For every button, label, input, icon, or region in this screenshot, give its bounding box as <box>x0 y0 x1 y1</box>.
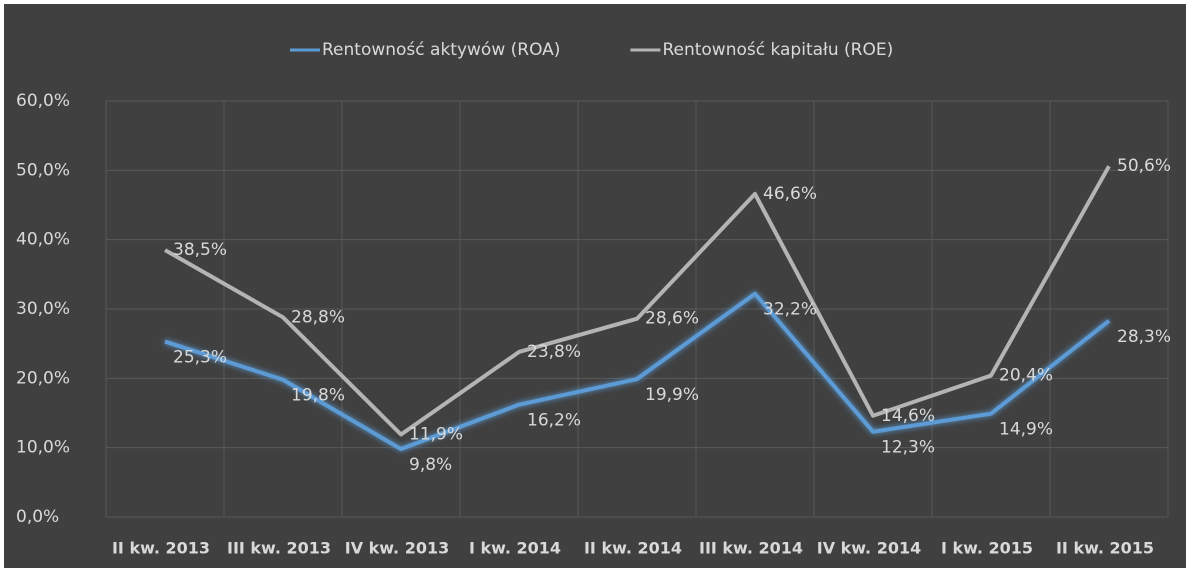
x-tick-label: I kw. 2015 <box>941 539 1033 558</box>
data-label: 20,4% <box>999 366 1053 386</box>
legend-label: Rentowność aktywów (ROA) <box>322 40 560 60</box>
y-tick-label: 60,0% <box>16 91 70 111</box>
x-tick-label: I kw. 2014 <box>469 539 561 558</box>
y-tick-label: 20,0% <box>16 368 70 388</box>
data-label: 38,5% <box>173 240 227 260</box>
data-label: 28,6% <box>645 309 699 329</box>
data-label: 19,9% <box>645 385 699 405</box>
data-label: 23,8% <box>527 342 581 362</box>
series-line <box>164 165 1111 437</box>
data-label: 19,8% <box>291 386 345 406</box>
data-label: 50,6% <box>1117 156 1171 176</box>
data-label: 9,8% <box>409 455 452 475</box>
data-label: 14,6% <box>881 406 935 426</box>
data-label: 16,2% <box>527 411 581 431</box>
y-tick-label: 0,0% <box>16 507 59 527</box>
x-tick-label: IV kw. 2014 <box>817 539 921 558</box>
data-label: 12,3% <box>881 438 935 458</box>
y-tick-label: 10,0% <box>16 438 70 458</box>
data-label: 14,9% <box>999 420 1053 440</box>
series-line <box>164 291 1111 452</box>
data-label: 25,3% <box>173 348 227 368</box>
y-tick-label: 30,0% <box>16 299 70 319</box>
chart-background <box>4 4 1186 568</box>
y-tick-label: 40,0% <box>16 230 70 250</box>
x-tick-label: II kw. 2015 <box>1056 539 1154 558</box>
x-tick-label: IV kw. 2013 <box>345 539 449 558</box>
y-tick-label: 50,0% <box>16 160 70 180</box>
x-tick-label: III kw. 2014 <box>699 539 803 558</box>
data-label: 11,9% <box>409 424 463 444</box>
data-label: 46,6% <box>763 184 817 204</box>
x-tick-label: II kw. 2013 <box>112 539 210 558</box>
x-tick-label: III kw. 2013 <box>227 539 331 558</box>
data-label: 28,3% <box>1117 327 1171 347</box>
data-label: 28,8% <box>291 307 345 327</box>
data-label: 32,2% <box>763 300 817 320</box>
x-tick-label: II kw. 2014 <box>584 539 682 558</box>
legend-label: Rentowność kapitału (ROE) <box>662 40 893 60</box>
